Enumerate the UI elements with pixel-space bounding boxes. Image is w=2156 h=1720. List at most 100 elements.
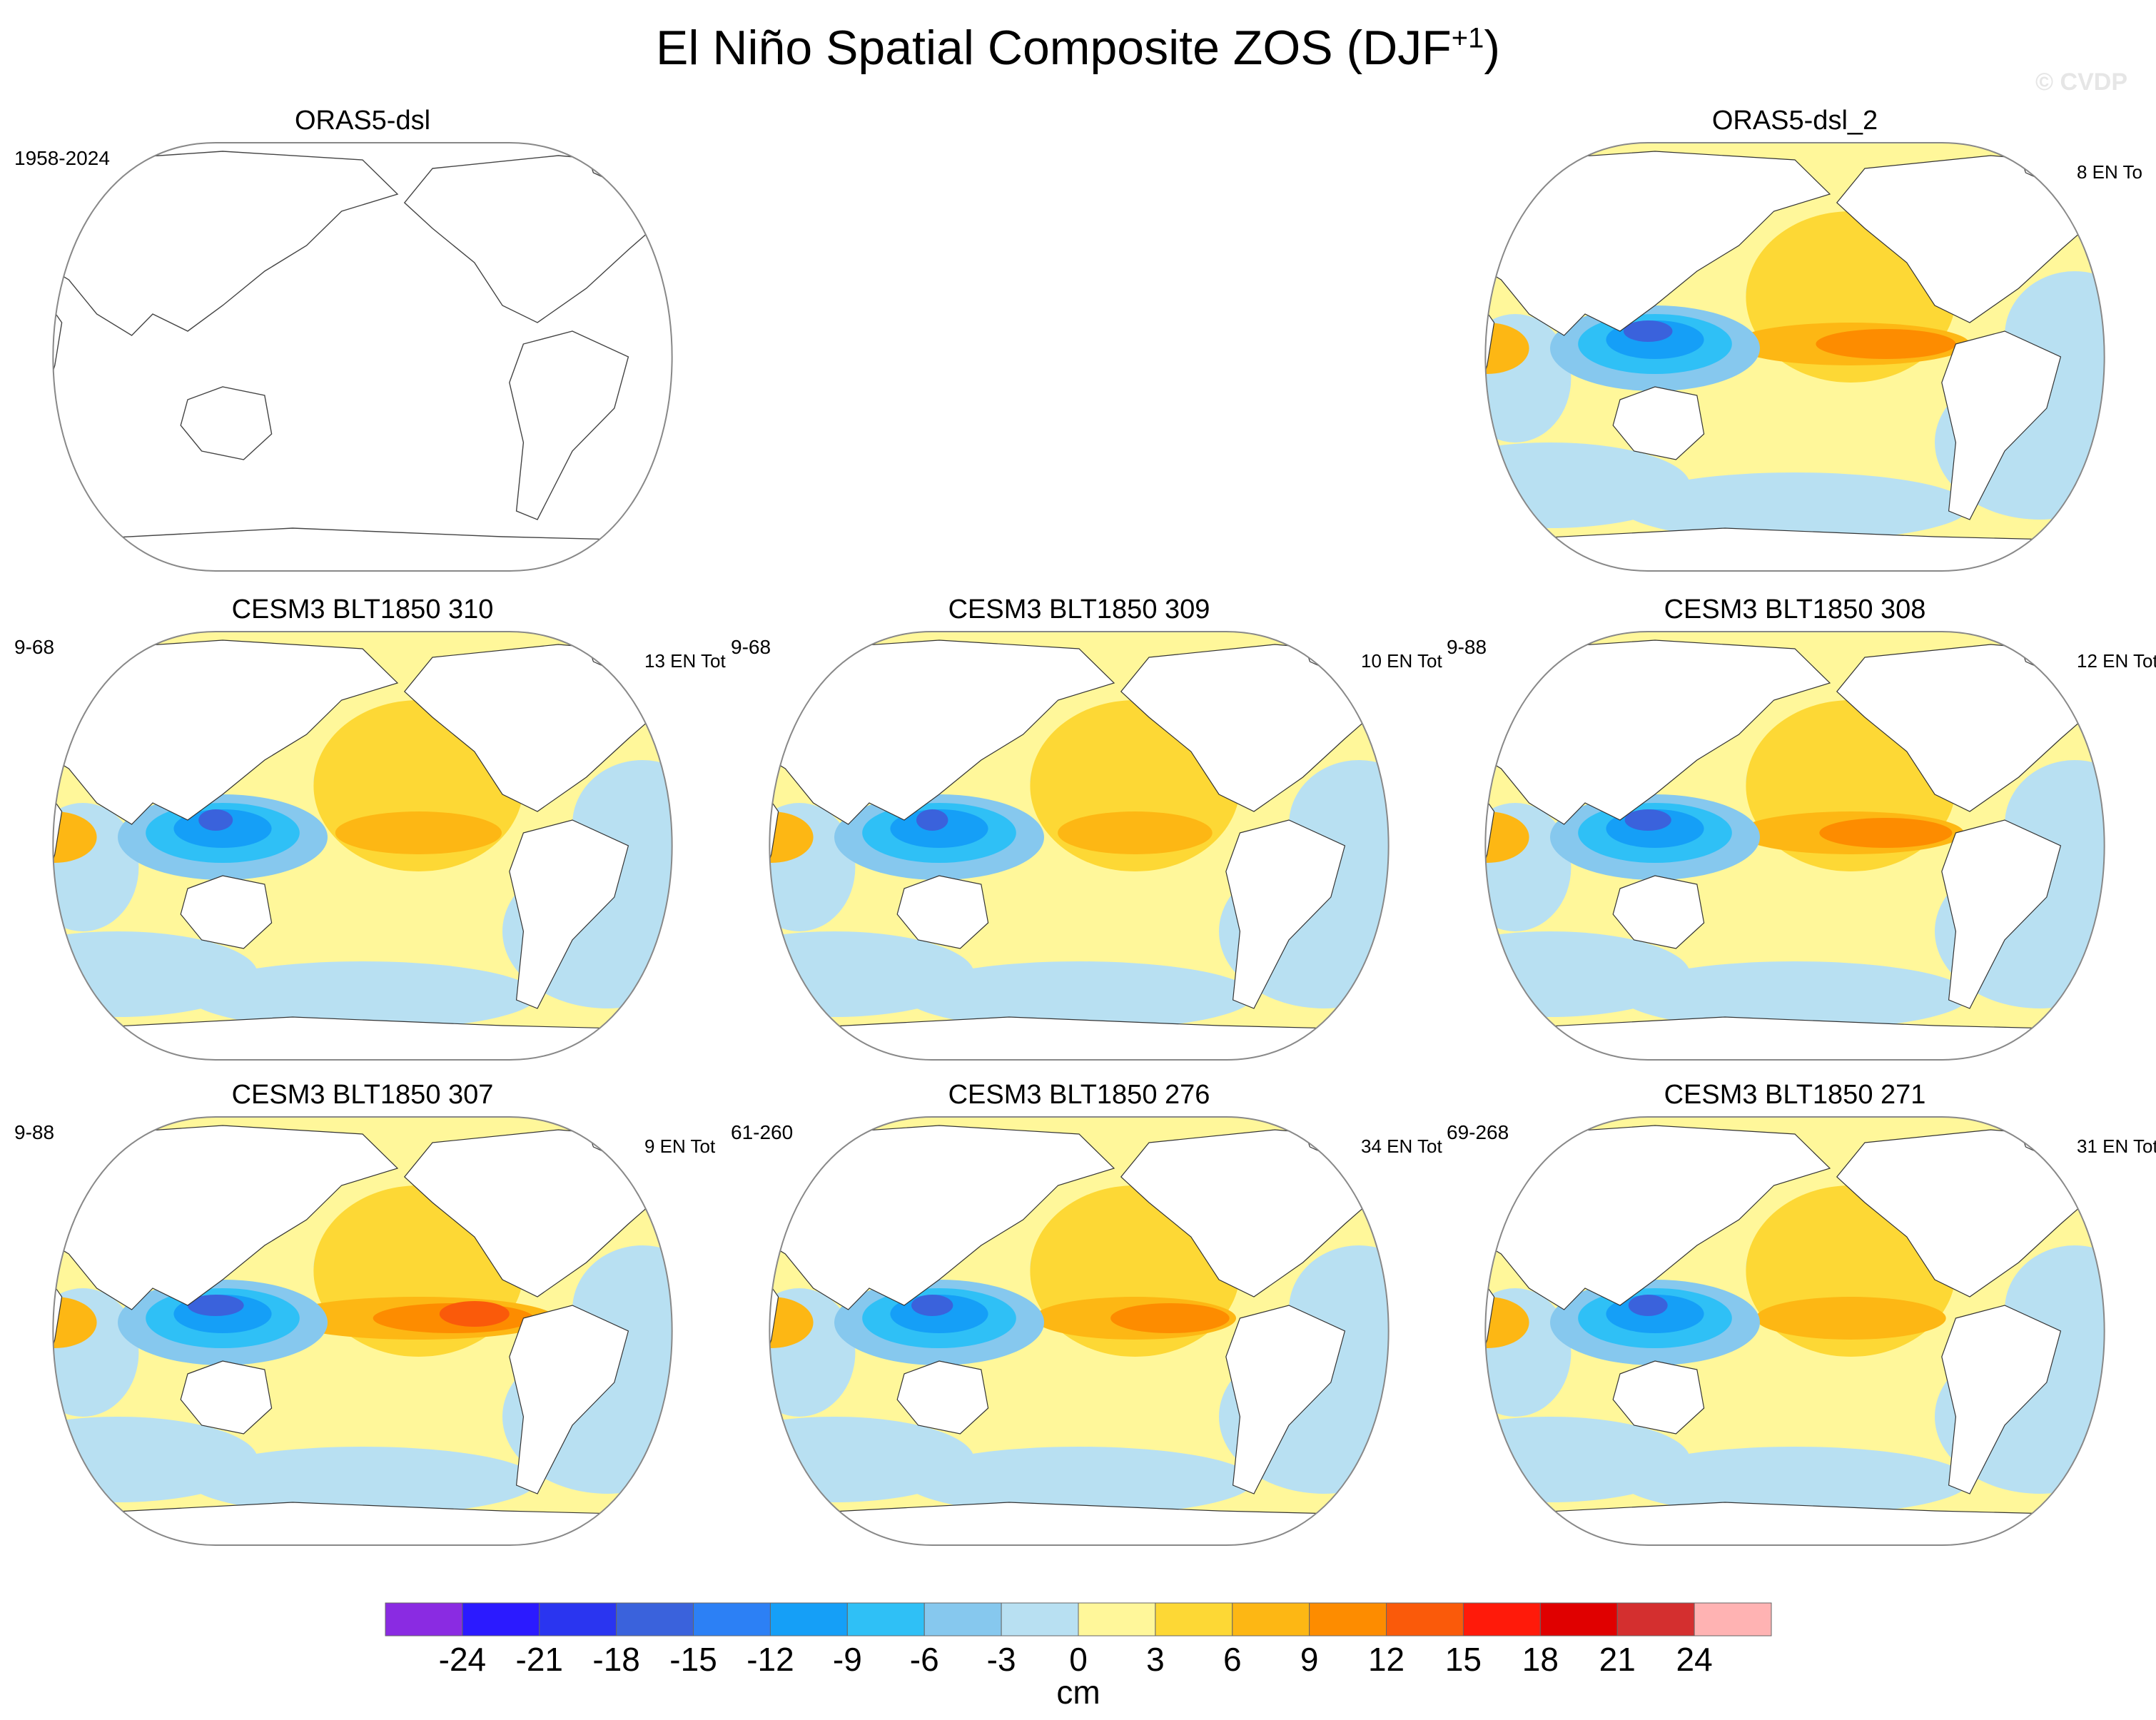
- panel-title: CESM3 BLT1850 271: [1664, 1080, 1926, 1110]
- panel-left-label: 9-88: [14, 1121, 55, 1143]
- panel-left-label: 1958-2024: [14, 147, 110, 169]
- continent: [403, 155, 672, 323]
- map-panel-p5: [1484, 631, 2105, 1061]
- map-panel-p1: [52, 142, 673, 572]
- colorbar-swatch: [923, 1602, 1002, 1636]
- map-field: [769, 1117, 1389, 1545]
- continent: [1612, 875, 1705, 949]
- panel-left-label: 9-88: [1447, 636, 1487, 658]
- continent: [1941, 819, 2062, 1009]
- continent: [1485, 1266, 1495, 1409]
- colorbar-tick-label: 6: [1223, 1641, 1242, 1678]
- continent: [1485, 292, 1495, 435]
- colorbar-tick-label: 0: [1069, 1641, 1088, 1678]
- continent: [1485, 1502, 2105, 1545]
- colorbar-tick-label: 18: [1522, 1641, 1559, 1678]
- continent: [509, 1305, 629, 1494]
- colorbar-tick-label: -24: [438, 1641, 487, 1678]
- continent: [1225, 819, 1346, 1009]
- map-panel-p2: [1484, 142, 2105, 572]
- colorbar-tick-label: -18: [592, 1641, 640, 1678]
- colorbar-swatch: [1539, 1602, 1618, 1636]
- colorbar-tick-label: 3: [1146, 1641, 1165, 1678]
- colorbar-tick-label: 12: [1367, 1641, 1405, 1678]
- colorbar-swatch: [1078, 1602, 1156, 1636]
- map-field: [53, 1117, 672, 1545]
- continent: [53, 1266, 63, 1409]
- continent: [1485, 781, 1495, 924]
- colorbar-swatch: [1001, 1602, 1079, 1636]
- map-panel-p4: [769, 631, 1390, 1061]
- map-panel-p6: [52, 1116, 673, 1546]
- panel-right-label: 12 EN Tot: [2077, 650, 2156, 672]
- continent: [1225, 1305, 1346, 1494]
- colorbar-tick-label: -3: [986, 1641, 1016, 1678]
- continent: [1485, 1016, 2105, 1060]
- continent: [769, 1502, 1389, 1545]
- figure-title: El Niño Spatial Composite ZOS (DJF+1): [655, 21, 1501, 75]
- map-panels: [52, 142, 2105, 1546]
- colorbar-swatch: [1309, 1602, 1387, 1636]
- continent: [53, 1502, 672, 1545]
- colorbar-swatch: [1694, 1602, 1772, 1636]
- map-border: [1484, 142, 2105, 572]
- map-field: [1485, 1117, 2105, 1545]
- continent: [53, 527, 672, 571]
- colorbar-tick-label: -9: [832, 1641, 862, 1678]
- map-panel-p3: [52, 631, 673, 1061]
- continent: [53, 292, 63, 435]
- panel-left-label: 61-260: [731, 1121, 794, 1143]
- map-border: [1484, 631, 2105, 1061]
- colorbar-swatch: [693, 1602, 771, 1636]
- colorbar-tick-label: -15: [669, 1641, 717, 1678]
- panel-left-label: 9-68: [731, 636, 771, 658]
- continent: [896, 1360, 989, 1435]
- colorbar-swatch: [769, 1602, 848, 1636]
- map-panel-p7: [769, 1116, 1390, 1546]
- colorbar-swatch: [462, 1602, 540, 1636]
- colorbar-unit: cm: [1056, 1674, 1100, 1711]
- map-border: [769, 1116, 1390, 1546]
- colorbar-tick-label: 15: [1444, 1641, 1482, 1678]
- colorbar-tick-label: 21: [1599, 1641, 1636, 1678]
- continent: [1941, 1305, 2062, 1494]
- panel-title: ORAS5-dsl: [294, 106, 431, 136]
- panel-right-label: 13 EN Tot: [644, 650, 726, 672]
- colorbar-tick-label: 9: [1300, 1641, 1319, 1678]
- colorbar-swatch: [1386, 1602, 1464, 1636]
- map-border: [1484, 1116, 2105, 1546]
- colorbar-swatch: [846, 1602, 925, 1636]
- map-field: [1485, 632, 2105, 1060]
- continent: [1612, 1360, 1705, 1435]
- colorbar-swatch: [385, 1602, 463, 1636]
- map-field: [1485, 143, 2105, 571]
- colorbar-swatch: [539, 1602, 617, 1636]
- panel-title: CESM3 BLT1850 307: [231, 1080, 494, 1110]
- colorbar-swatch: [616, 1602, 694, 1636]
- colorbar-swatch: [1616, 1602, 1695, 1636]
- colorbar: [385, 1602, 1772, 1636]
- panel-right-label: 34 EN Tot: [1361, 1135, 1442, 1157]
- panel-left-label: 9-68: [14, 636, 55, 658]
- continent: [1941, 330, 2062, 520]
- panel-right-label: 31 EN Tot: [2077, 1135, 2156, 1157]
- continent: [180, 386, 273, 460]
- panel-right-label: 8 EN To: [2077, 161, 2143, 183]
- colorbar-swatch: [1155, 1602, 1233, 1636]
- colorbar-swatch: [1232, 1602, 1310, 1636]
- panel-title: CESM3 BLT1850 276: [948, 1080, 1210, 1110]
- continent: [53, 1016, 672, 1060]
- map-field: [769, 632, 1389, 1060]
- panel-title: ORAS5-dsl_2: [1711, 106, 1878, 136]
- colorbar-tick-label: -21: [515, 1641, 563, 1678]
- continent: [53, 781, 63, 924]
- colorbar-tick-label: 24: [1676, 1641, 1713, 1678]
- panel-left-label: 69-268: [1447, 1121, 1509, 1143]
- map-panel-p8: [1484, 1116, 2105, 1546]
- panel-right-label: 10 EN Tot: [1361, 650, 1442, 672]
- continent: [1612, 386, 1705, 460]
- continent: [769, 1266, 779, 1409]
- colorbar-tick-label: -6: [909, 1641, 939, 1678]
- continent: [180, 1360, 273, 1435]
